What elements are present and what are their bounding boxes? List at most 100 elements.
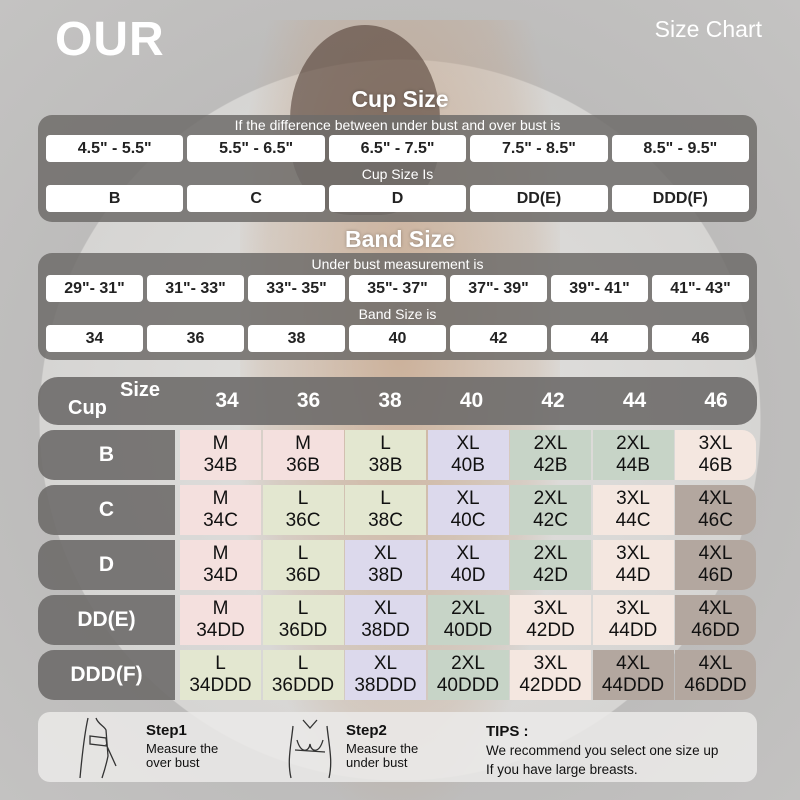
cell-size: 2XL bbox=[533, 543, 568, 564]
cell-code: 38DD bbox=[361, 620, 410, 641]
step2: Step2 Measure the under bust bbox=[346, 723, 419, 770]
cell-size: 4XL bbox=[616, 653, 650, 674]
cell-code: 44C bbox=[615, 510, 651, 531]
cell-code: 36DDD bbox=[271, 675, 335, 696]
cell-size: XL bbox=[456, 543, 480, 564]
size-cell: 4XL 46DD bbox=[675, 595, 756, 645]
step2-text2: under bust bbox=[346, 755, 408, 770]
cell-code: 46B bbox=[698, 455, 733, 476]
size-cell: 4XL 44DDD bbox=[592, 650, 674, 700]
tips-title: TIPS : bbox=[486, 723, 529, 740]
corner-cup-label: Cup bbox=[68, 397, 107, 419]
size-cell: L 36DDD bbox=[262, 650, 344, 700]
cup-size-panel: If the difference between under bust and… bbox=[38, 115, 757, 222]
cell-code: 38C bbox=[368, 510, 403, 531]
cup-value-pill: DDD(F) bbox=[611, 185, 750, 212]
cup-value-row: B C D DD(E) DDD(F) bbox=[46, 185, 750, 212]
cell-code: 36DD bbox=[278, 620, 328, 641]
brand-logo: OUR bbox=[55, 13, 165, 66]
cell-size: 3XL bbox=[698, 433, 733, 454]
cell-size: 3XL bbox=[616, 598, 650, 619]
column-header: 46 bbox=[704, 389, 728, 412]
band-value-pill: 42 bbox=[450, 325, 547, 352]
band-range-pill: 37"- 39" bbox=[450, 275, 547, 302]
cell-size: XL bbox=[456, 433, 480, 454]
cell-size: XL bbox=[373, 653, 398, 674]
cell-code: 34DD bbox=[196, 620, 245, 641]
column-header: 34 bbox=[215, 389, 239, 412]
under-bust-figure-icon bbox=[288, 719, 332, 779]
band-result-label: Band Size is bbox=[358, 306, 437, 322]
band-size-panel: Under bust measurement is 29"- 31" 31"- 3… bbox=[38, 253, 757, 360]
grid-row: DDD(F) L 34DDD L 36DDD XL 38DDD 2XL 40DDD 3XL 42DD… bbox=[38, 650, 757, 700]
size-cell: XL 40C bbox=[427, 485, 509, 535]
cell-size: 3XL bbox=[533, 653, 568, 674]
band-subtitle: Under bust measurement is bbox=[311, 256, 484, 272]
band-range-pill: 31"- 33" bbox=[147, 275, 244, 302]
grid-header: Size Cup 34 36 38 40 42 44 46 bbox=[38, 377, 757, 425]
band-range-pill: 39"- 41" bbox=[551, 275, 648, 302]
column-header: 42 bbox=[541, 389, 565, 412]
size-cell: M 34D bbox=[180, 540, 261, 590]
measurement-guide: Step1 Measure the over bust Step2 Measure t… bbox=[38, 712, 757, 782]
tips: TIPS : We recommend you select one size u… bbox=[486, 722, 718, 779]
size-cell: L 34DDD bbox=[180, 650, 261, 700]
cell-code: 34C bbox=[203, 510, 238, 531]
cell-size: M bbox=[212, 488, 229, 509]
size-cell: M 36B bbox=[262, 430, 344, 480]
cup-subtitle: If the difference between under bust and… bbox=[234, 117, 561, 133]
size-cell: 2XL 40DD bbox=[427, 595, 509, 645]
step1-text1: Measure the bbox=[146, 741, 219, 756]
size-cell: 3XL 44C bbox=[592, 485, 674, 535]
cup-result-label: Cup Size Is bbox=[361, 166, 434, 182]
size-cell: XL 38DDD bbox=[345, 650, 426, 700]
step1: Step1 Measure the over bust bbox=[146, 722, 219, 770]
size-cell: L 36C bbox=[262, 485, 344, 535]
cup-range-pill: 6.5" - 7.5" bbox=[328, 135, 467, 162]
band-value-pill: 38 bbox=[248, 325, 345, 352]
cell-code: 34DDD bbox=[189, 675, 252, 696]
step2-text1: Measure the bbox=[346, 741, 419, 756]
cup-value-pill: D bbox=[328, 185, 467, 212]
cell-size: L bbox=[297, 543, 309, 564]
tips-line1: We recommend you select one size up bbox=[486, 743, 719, 758]
cell-code: 42C bbox=[533, 510, 568, 531]
cell-size: 3XL bbox=[616, 543, 650, 564]
cup-range-row: 4.5" - 5.5" 5.5" - 6.5" 6.5" - 7.5" 7.5" - … bbox=[46, 135, 750, 162]
band-value-pill: 44 bbox=[551, 325, 648, 352]
cell-code: 40DD bbox=[443, 620, 493, 641]
cell-size: 2XL bbox=[451, 598, 485, 619]
cup-range-pill: 8.5" - 9.5" bbox=[611, 135, 750, 162]
cup-range-pill: 5.5" - 6.5" bbox=[187, 135, 325, 162]
cell-size: L bbox=[297, 598, 309, 619]
size-cell: XL 38D bbox=[345, 540, 426, 590]
column-header: 40 bbox=[459, 389, 484, 412]
cup-value-pill: B bbox=[46, 185, 184, 212]
cell-code: 44DDD bbox=[601, 675, 665, 696]
cell-code: 38D bbox=[368, 565, 403, 586]
size-cell: XL 38DD bbox=[345, 595, 426, 645]
cell-size: M bbox=[212, 598, 229, 619]
size-cell: L 38C bbox=[345, 485, 426, 535]
cell-code: 38B bbox=[368, 455, 403, 476]
cell-code: 38DDD bbox=[354, 675, 417, 696]
size-cell: L 36D bbox=[262, 540, 344, 590]
step1-text2: over bust bbox=[146, 755, 200, 770]
column-header: 44 bbox=[622, 389, 647, 412]
cup-value-pill: C bbox=[187, 185, 325, 212]
cell-code: 36D bbox=[285, 565, 321, 586]
cell-size: L bbox=[380, 488, 391, 509]
cell-size: 2XL bbox=[533, 488, 568, 509]
cell-code: 40D bbox=[450, 565, 486, 586]
column-header: 36 bbox=[296, 389, 321, 412]
cell-size: 3XL bbox=[533, 598, 568, 619]
size-cell: 4XL 46D bbox=[675, 540, 756, 590]
cell-code: 44B bbox=[616, 455, 650, 476]
size-cell: XL 40D bbox=[427, 540, 509, 590]
size-cell: 2XL 44B bbox=[592, 430, 674, 480]
size-cell: 2XL 42B bbox=[510, 430, 591, 480]
size-cell: 2XL 42C bbox=[510, 485, 591, 535]
cell-code: 46DD bbox=[691, 620, 740, 641]
step1-title: Step1 bbox=[146, 722, 187, 739]
band-size-title: Band Size bbox=[345, 226, 455, 252]
